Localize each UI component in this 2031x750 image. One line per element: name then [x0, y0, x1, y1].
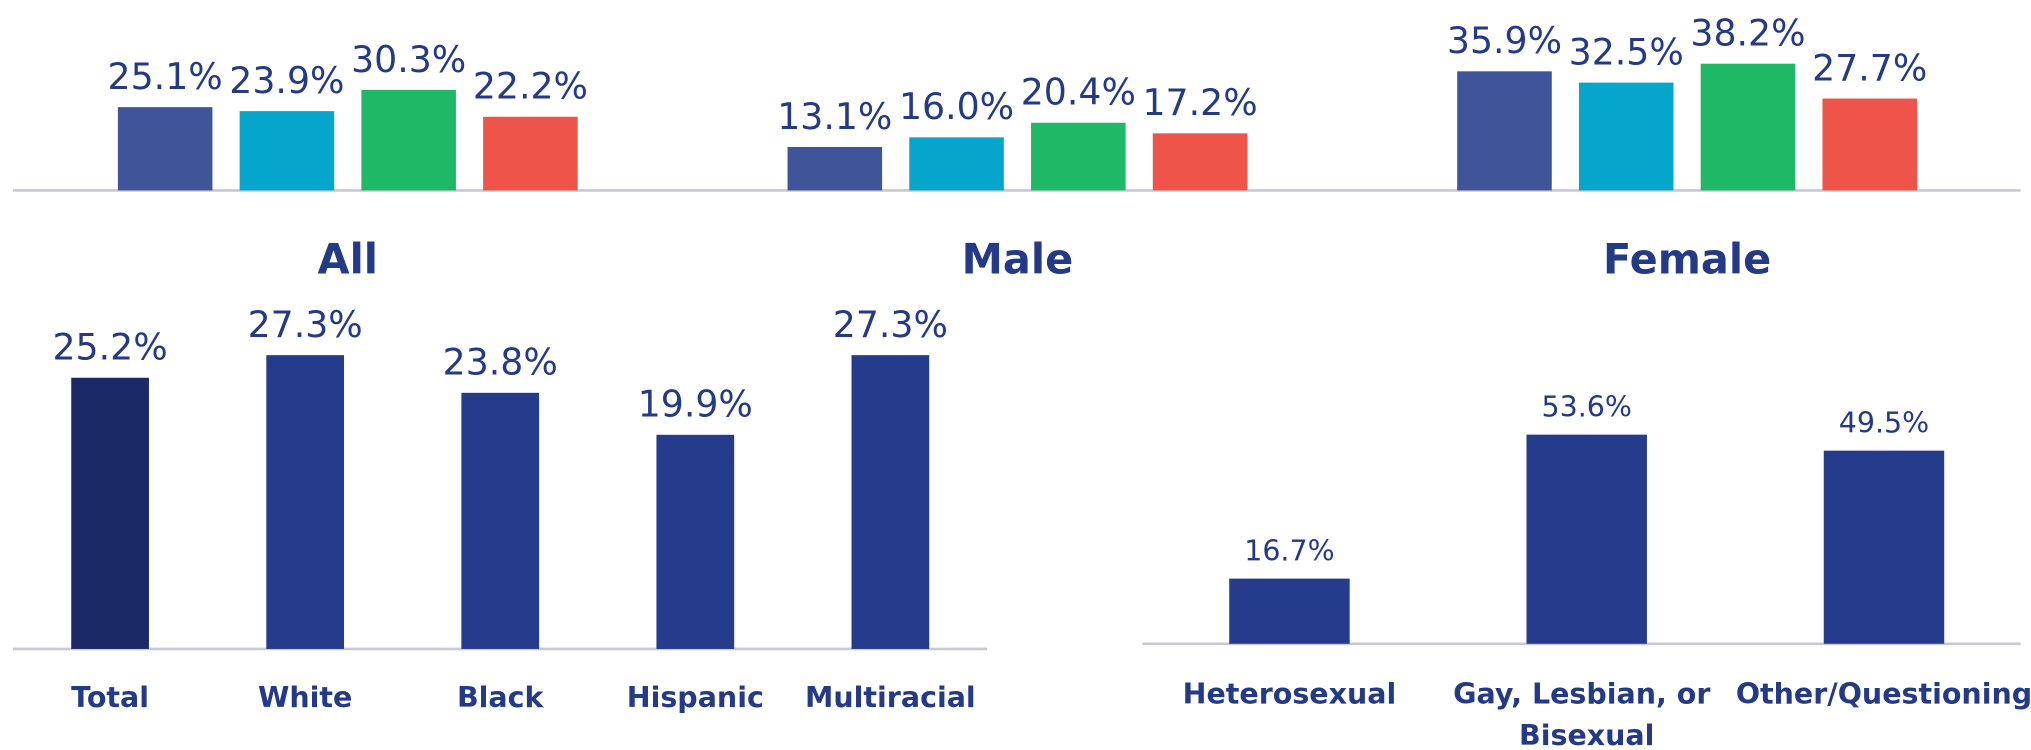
bar: [1031, 122, 1126, 191]
category-label: White: [258, 681, 352, 714]
category-label: Multiracial: [805, 681, 976, 714]
bar: [461, 392, 540, 649]
category-label: Gay, Lesbian, or Bisexual: [1453, 677, 1720, 750]
value-label: 22.2%: [473, 65, 588, 108]
category-label: Black: [457, 681, 545, 714]
value-label: 32.5%: [1569, 30, 1684, 73]
value-label: 16.0%: [899, 85, 1014, 128]
bar: [117, 107, 213, 191]
value-label: 35.9%: [1447, 19, 1562, 62]
value-label: 23.9%: [229, 59, 344, 102]
category-label: Total: [71, 681, 149, 714]
bar: [266, 355, 345, 649]
value-label: 16.7%: [1244, 534, 1334, 567]
bar: [71, 377, 149, 649]
group-label: Male: [962, 235, 1074, 283]
value-label: 30.3%: [351, 38, 466, 81]
value-label: 13.1%: [777, 95, 892, 138]
bar: [1700, 63, 1796, 191]
category-label: Heterosexual: [1183, 677, 1397, 710]
bar: [1229, 578, 1350, 644]
value-label: 25.1%: [108, 55, 223, 98]
bar: [239, 111, 335, 191]
group-label: All: [318, 235, 378, 283]
bar: [1823, 450, 1945, 644]
value-label: 19.9%: [638, 383, 753, 426]
bar: [483, 116, 578, 191]
bar: [909, 137, 1004, 191]
bar: [361, 89, 456, 191]
value-label: 27.3%: [833, 303, 948, 346]
value-label: 27.3%: [248, 303, 363, 346]
value-label: 23.8%: [443, 341, 558, 384]
group-label: Female: [1603, 235, 1771, 283]
value-label: 38.2%: [1690, 12, 1805, 55]
value-label: 17.2%: [1142, 81, 1257, 124]
bar: [1152, 133, 1248, 191]
bar: [1457, 71, 1552, 191]
bar: [1822, 98, 1918, 191]
category-label: Hispanic: [627, 681, 764, 714]
bar: [851, 355, 930, 649]
value-label: 20.4%: [1021, 71, 1136, 114]
bar: [787, 146, 883, 191]
value-label: 27.7%: [1812, 46, 1927, 89]
bar: [1526, 434, 1647, 644]
value-label: 25.2%: [53, 326, 168, 369]
value-label: 49.5%: [1839, 407, 1929, 440]
bar: [1578, 82, 1674, 191]
bar: [656, 434, 735, 649]
category-label: Other/Questioning: [1736, 677, 2031, 710]
value-label: 53.6%: [1541, 391, 1631, 424]
